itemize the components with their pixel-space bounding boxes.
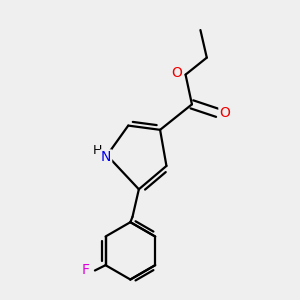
Text: O: O bbox=[172, 65, 182, 80]
Text: O: O bbox=[219, 106, 230, 120]
Text: F: F bbox=[81, 263, 89, 278]
Text: H: H bbox=[93, 143, 102, 157]
Text: N: N bbox=[101, 150, 111, 164]
